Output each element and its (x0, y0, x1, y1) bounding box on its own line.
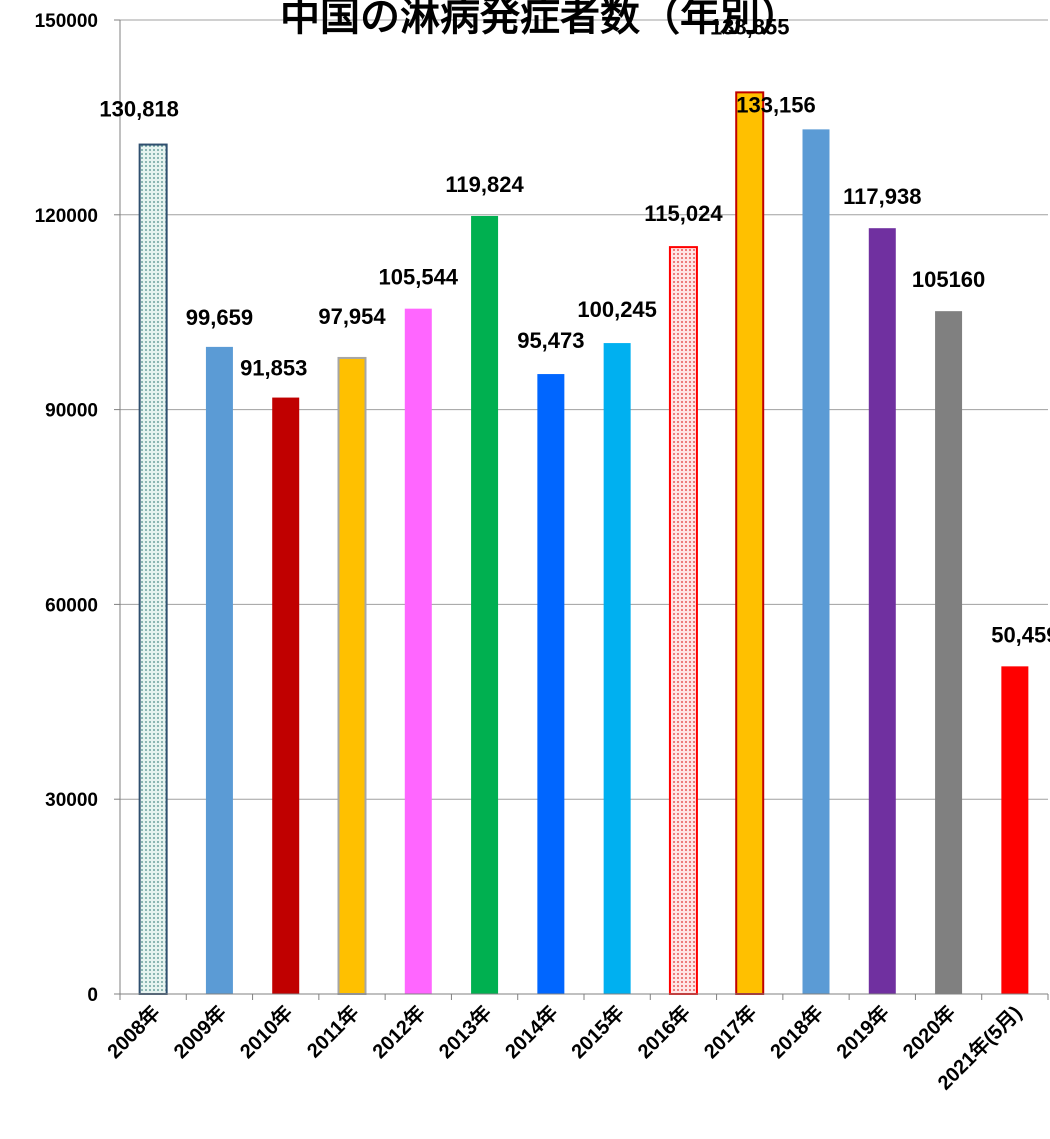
bar (603, 343, 631, 994)
y-tick-label: 60000 (45, 595, 98, 616)
x-tick-label: 2009年 (168, 1001, 231, 1064)
x-tick-label: 2019年 (831, 1001, 894, 1064)
bar (272, 397, 300, 994)
x-tick-label: 2017年 (699, 1001, 762, 1064)
x-tick-label: 2014年 (500, 1001, 563, 1064)
y-tick-label: 30000 (45, 790, 98, 811)
data-label: 100,245 (577, 297, 657, 322)
x-tick-labels: 2008年 2009年 2010年 2011年 2012年 2013年 2014年 2015年… (102, 1001, 1026, 1095)
bar (205, 346, 233, 995)
bar (935, 311, 963, 994)
bar (404, 308, 432, 995)
gridlines (120, 19, 1048, 800)
data-labels: 130,818 99,659 91,853 97,954 105,544 119,824 9… (99, 14, 1050, 647)
x-tick-label: 2010年 (235, 1001, 298, 1064)
data-label: 97,954 (318, 304, 386, 329)
data-label: 50,459 (991, 622, 1050, 647)
data-label: 117,938 (843, 184, 921, 209)
x-tick-label: 2018年 (765, 1001, 828, 1064)
y-tick-label: 90000 (45, 401, 98, 422)
data-label: 105,544 (379, 265, 459, 290)
bar (138, 143, 168, 995)
data-label: 119,824 (445, 172, 524, 197)
data-label: 138,855 (710, 14, 790, 39)
axes (114, 19, 1049, 1000)
data-label: 95,473 (517, 328, 584, 353)
data-label: 105160 (912, 267, 985, 292)
bar (868, 228, 896, 994)
y-tick-label: 120000 (35, 206, 98, 227)
x-tick-label: 2012年 (367, 1001, 430, 1064)
data-label: 99,659 (186, 305, 253, 330)
bar (337, 356, 367, 995)
x-tick-label: 2015年 (566, 1001, 629, 1064)
x-tick-label: 2011年 (302, 1001, 364, 1063)
x-tick-label: 2013年 (434, 1001, 497, 1064)
y-tick-label: 150000 (35, 11, 98, 32)
bar (471, 215, 499, 995)
bars (138, 91, 1029, 995)
y-tick-label: 0 (87, 985, 98, 1006)
bar (802, 129, 830, 994)
y-tick-labels: 0 30000 60000 90000 120000 150000 (35, 11, 98, 1006)
data-label: 133,156 (736, 92, 816, 117)
bar (668, 246, 698, 995)
x-tick-label: 2008年 (102, 1001, 165, 1064)
data-label: 115,024 (644, 201, 723, 226)
x-tick-label: 2016年 (632, 1001, 695, 1064)
bar (537, 374, 565, 994)
x-tick-label: 2020年 (898, 1001, 961, 1064)
bar (1001, 666, 1029, 994)
data-label: 130,818 (99, 97, 179, 122)
bar (735, 91, 765, 995)
chart-title: 中国の淋病発症者数（年別） (280, 0, 800, 40)
data-label: 91,853 (240, 356, 307, 381)
